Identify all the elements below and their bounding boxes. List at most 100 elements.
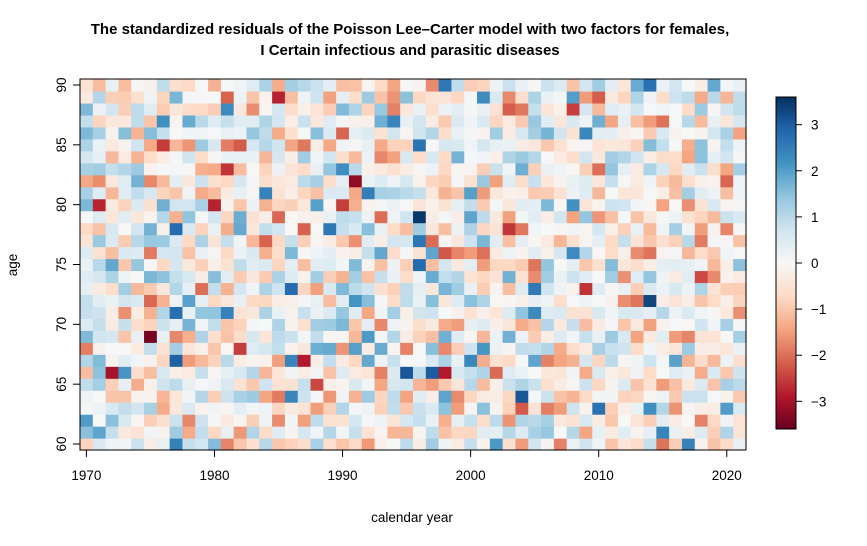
heatmap-cell — [566, 114, 581, 128]
heatmap-cell — [553, 90, 568, 104]
heatmap-cell — [80, 378, 94, 391]
heatmap-cell — [733, 174, 747, 188]
heatmap-cell — [118, 246, 132, 260]
heatmap-cell — [361, 234, 376, 248]
heatmap-cell — [541, 258, 555, 272]
heatmap-cell — [387, 270, 401, 284]
heatmap-cell — [182, 126, 196, 140]
heatmap-cell — [515, 390, 529, 403]
heatmap-cell — [80, 414, 94, 427]
heatmap-cell — [208, 186, 222, 200]
heatmap-cell — [553, 270, 568, 284]
heatmap-cell — [451, 186, 465, 200]
heatmap-cell — [118, 378, 132, 391]
heatmap-cell — [92, 162, 107, 176]
heatmap-cell — [694, 414, 709, 427]
heatmap-cell — [131, 294, 145, 307]
heatmap-cell — [195, 102, 209, 116]
heatmap-cell — [233, 174, 248, 188]
heatmap-cell — [720, 402, 734, 415]
heatmap-cell — [246, 402, 260, 415]
heatmap-cell — [348, 426, 363, 439]
heatmap-cell — [733, 138, 747, 152]
heatmap-cell — [208, 378, 222, 391]
heatmap-cell — [592, 330, 606, 343]
heatmap-cell — [553, 402, 568, 415]
heatmap-cell — [617, 306, 632, 319]
heatmap-cell — [361, 402, 376, 415]
heatmap-cell — [272, 162, 286, 176]
heatmap-cell — [233, 342, 248, 355]
heatmap-cell — [374, 150, 388, 164]
heatmap-cell — [566, 438, 581, 451]
heatmap-cell — [387, 282, 401, 296]
heatmap-cell — [131, 342, 145, 355]
heatmap-cell — [630, 246, 645, 260]
heatmap-cell — [92, 258, 107, 272]
heatmap-cell — [297, 390, 312, 403]
heatmap-cell — [272, 282, 286, 296]
heatmap-cell — [477, 342, 491, 355]
heatmap-cell — [348, 366, 363, 379]
heatmap-cell — [400, 138, 414, 152]
heatmap-cell — [220, 366, 235, 379]
heatmap-cell — [643, 162, 657, 176]
heatmap-cell — [361, 282, 376, 296]
heatmap-cell — [643, 174, 657, 188]
heatmap-cell — [92, 294, 107, 307]
heatmap-cell — [297, 186, 312, 200]
heatmap-cell — [592, 258, 606, 272]
heatmap-cell — [720, 270, 734, 284]
heatmap-cell — [451, 210, 465, 224]
heatmap-cell — [656, 366, 670, 379]
heatmap-cell — [502, 150, 517, 164]
heatmap-cell — [656, 138, 670, 152]
heatmap-cell — [477, 174, 491, 188]
heatmap-cell — [630, 114, 645, 128]
heatmap-cell — [707, 366, 721, 379]
heatmap-cell — [310, 414, 324, 427]
heatmap-cell — [259, 414, 273, 427]
heatmap-cell — [630, 342, 645, 355]
heatmap-cell — [156, 162, 171, 176]
heatmap-cell — [425, 79, 440, 92]
heatmap-cell — [246, 414, 260, 427]
heatmap-cell — [297, 114, 312, 128]
heatmap-cell — [425, 402, 440, 415]
heatmap-cell — [605, 438, 619, 451]
heatmap-cell — [630, 402, 645, 415]
heatmap-cell — [630, 162, 645, 176]
heatmap-cell — [284, 294, 299, 307]
heatmap-cell — [131, 354, 145, 367]
heatmap-cell — [669, 114, 683, 128]
heatmap-cell — [144, 198, 158, 212]
heatmap-cell — [707, 198, 721, 212]
heatmap-cell — [80, 438, 94, 451]
heatmap-cell — [400, 342, 414, 355]
heatmap-cell — [681, 222, 696, 236]
heatmap-cell — [438, 102, 453, 116]
heatmap-cell — [553, 186, 568, 200]
heatmap-cell — [630, 210, 645, 224]
heatmap-cell — [707, 282, 721, 296]
heatmap-cell — [284, 126, 299, 140]
heatmap-cell — [451, 222, 465, 236]
heatmap-cell — [733, 438, 747, 451]
heatmap-cell — [297, 402, 312, 415]
heatmap-cell — [413, 414, 427, 427]
heatmap-cell — [413, 162, 427, 176]
heatmap-cell — [92, 222, 107, 236]
heatmap-cell — [477, 186, 491, 200]
heatmap-cell — [195, 366, 209, 379]
heatmap-cell — [656, 162, 670, 176]
heatmap-cell — [489, 378, 504, 391]
heatmap-cell — [413, 90, 427, 104]
heatmap-cell — [310, 174, 324, 188]
heatmap-cell — [502, 258, 517, 272]
heatmap-cell — [733, 210, 747, 224]
heatmap-cell — [259, 306, 273, 319]
heatmap-cell — [156, 234, 171, 248]
heatmap-cell — [233, 126, 248, 140]
heatmap-cell — [169, 102, 184, 116]
heatmap-cell — [605, 366, 619, 379]
